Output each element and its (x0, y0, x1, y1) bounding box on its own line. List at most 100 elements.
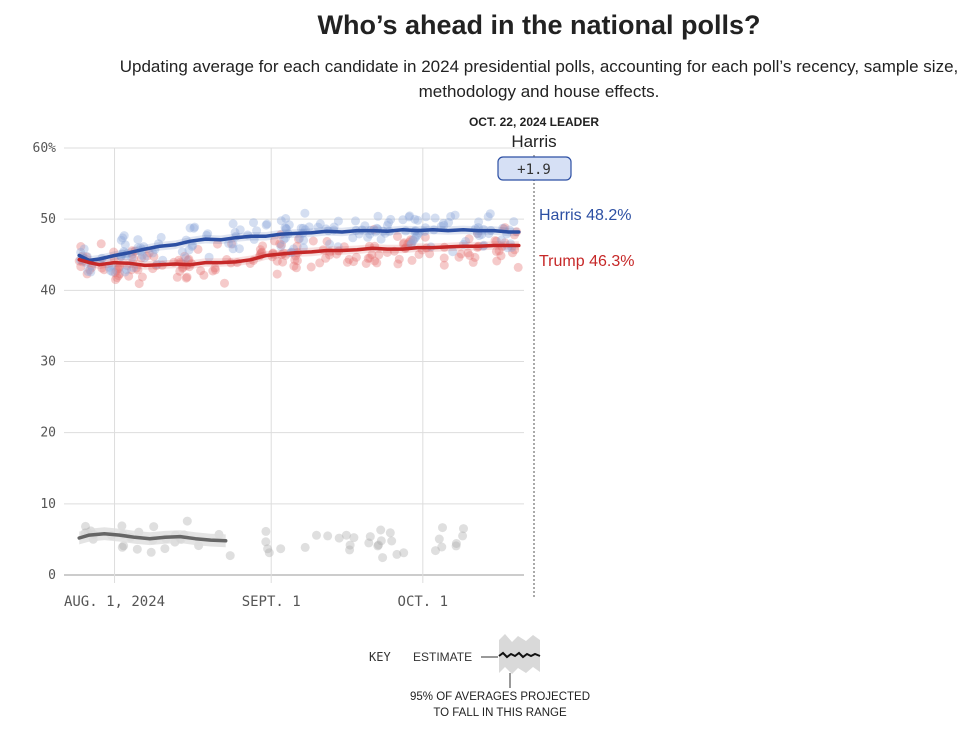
poll-dot-trump (308, 236, 318, 246)
poll-dot-trump (292, 256, 302, 266)
poll-dot-other (300, 542, 310, 552)
poll-dot-harris (407, 239, 417, 249)
poll-dot-harris (386, 214, 396, 224)
poll-dot-trump (278, 257, 288, 267)
poll-dot-trump (227, 239, 237, 249)
poll-dot-trump (494, 246, 504, 256)
poll-dot-trump (180, 251, 190, 261)
poll-dot-trump (365, 253, 375, 263)
poll-dot-trump (344, 254, 354, 264)
poll-dot-harris (281, 224, 291, 234)
poll-dot-trump (272, 269, 282, 279)
poll-dot-harris (448, 247, 458, 257)
poll-dot-harris (234, 244, 244, 254)
poll-dot-trump (210, 265, 220, 275)
poll-dot-harris (177, 247, 187, 257)
poll-dot-other (81, 521, 90, 531)
poll-dot-trump (275, 239, 285, 249)
poll-dot-other (312, 530, 321, 540)
poll-dot-harris (298, 243, 308, 253)
poll-dot-harris (122, 265, 131, 275)
poll-dot-other (431, 546, 440, 556)
poll-dot-trump (361, 259, 371, 268)
poll-dot-harris (190, 222, 200, 232)
poll-dot-harris (276, 242, 286, 251)
poll-dot-trump (470, 252, 480, 262)
poll-dot-harris (360, 221, 370, 231)
poll-dot-trump (289, 261, 299, 271)
poll-dot-harris (413, 230, 423, 240)
chart-grid (64, 147, 524, 583)
poll-dot-trump (491, 246, 501, 256)
poll-dot-harris (300, 208, 310, 218)
poll-dot-other (376, 536, 386, 546)
poll-dot-harris (329, 222, 339, 232)
poll-dot-trump (213, 239, 222, 249)
poll-dot-trump (255, 245, 265, 255)
key-estimate-label: ESTIMATE (413, 650, 472, 664)
poll-dot-harris (296, 223, 306, 233)
poll-dot-trump (76, 242, 86, 251)
poll-dot-other (149, 522, 159, 532)
poll-dot-trump (111, 275, 121, 285)
poll-dot-harris (185, 223, 195, 233)
poll-dot-trump (181, 273, 191, 283)
average-lines (77, 228, 521, 543)
poll-dot-harris (313, 222, 323, 232)
poll-dot-harris (106, 266, 115, 276)
poll-dot-other (345, 540, 355, 550)
poll-dot-trump (342, 257, 352, 267)
poll-dot-trump (114, 271, 123, 281)
poll-dot-harris (398, 215, 408, 225)
poll-dot-trump (114, 263, 124, 273)
poll-dot-trump (182, 272, 192, 282)
y-tick-label: 60% (33, 141, 57, 156)
poll-dot-harris (411, 232, 421, 241)
poll-dot-other (451, 539, 461, 548)
poll-dot-trump (406, 235, 416, 245)
poll-dot-other (264, 548, 274, 558)
poll-dot-harris (333, 216, 343, 226)
y-tick-label: 30 (40, 355, 56, 370)
poll-dot-trump (349, 257, 358, 267)
poll-dot-harris (281, 214, 291, 223)
poll-dot-trump (137, 272, 147, 282)
poll-dot-harris (446, 212, 456, 221)
poll-dot-trump (367, 250, 377, 260)
poll-dot-trump (496, 251, 506, 261)
poll-dot-trump (175, 266, 185, 276)
poll-dot-harris (461, 236, 471, 246)
poll-dot-harris (156, 232, 166, 242)
poll-dot-harris (483, 212, 493, 222)
key-estimate-line (498, 651, 541, 659)
poll-dot-harris (116, 235, 126, 245)
poll-dot-harris (295, 233, 305, 243)
poll-dot-trump (321, 253, 331, 263)
poll-dot-harris (249, 218, 258, 228)
poll-dot-trump (129, 254, 139, 264)
poll-dot-trump (464, 234, 474, 244)
poll-dot-harris (181, 253, 191, 263)
poll-dot-harris (438, 218, 448, 228)
poll-dot-harris (230, 227, 240, 237)
poll-dot-trump (172, 272, 182, 282)
poll-dot-harris (276, 216, 286, 226)
poll-dot-trump (404, 237, 414, 247)
poll-dot-harris (280, 223, 290, 233)
poll-dot-other (458, 531, 468, 541)
poll-dot-harris (261, 220, 271, 230)
poll-dot-trump (208, 266, 218, 276)
poll-dot-trump (394, 254, 404, 264)
poll-dot-harris (184, 245, 194, 255)
poll-dot-other (392, 549, 402, 559)
poll-dot-other (459, 524, 468, 534)
poll-dot-trump (199, 270, 209, 280)
leader-margin-box (497, 156, 572, 181)
poll-dot-trump (294, 234, 303, 244)
poll-dot-trump (398, 239, 408, 249)
poll-dot-trump (85, 265, 95, 275)
average-line-harris (77, 228, 521, 263)
poll-dot-harris (189, 223, 199, 233)
poll-dot-other (119, 541, 129, 551)
chart-title: Who’s ahead in the national polls? (317, 10, 761, 40)
